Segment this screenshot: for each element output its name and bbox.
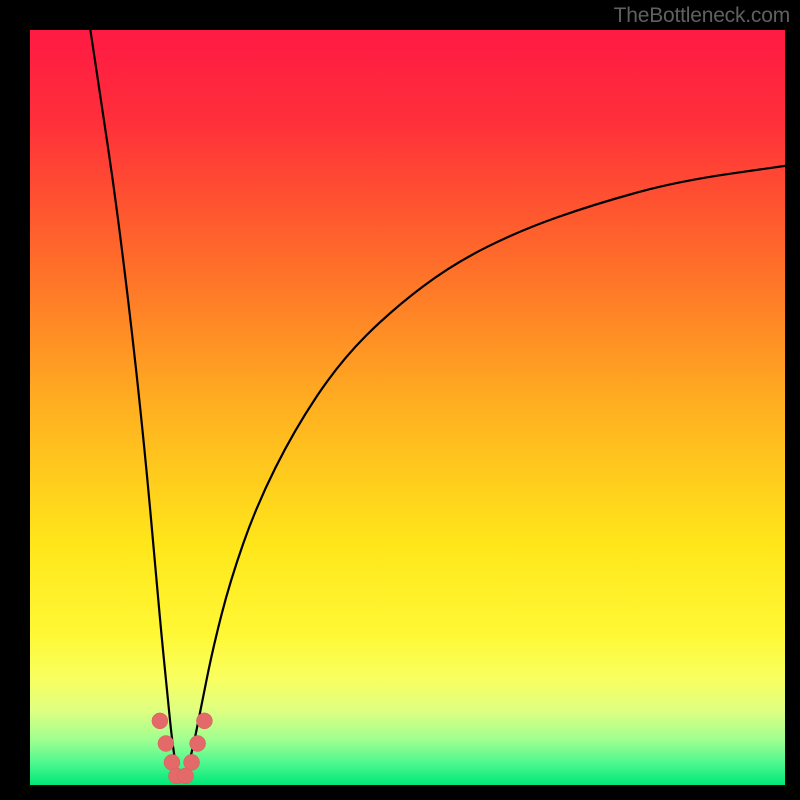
data-marker	[190, 735, 206, 751]
bottleneck-chart	[0, 0, 800, 800]
plot-gradient-background	[30, 30, 785, 785]
data-marker	[158, 735, 174, 751]
data-marker	[184, 754, 200, 770]
data-marker	[152, 713, 168, 729]
chart-container: TheBottleneck.com	[0, 0, 800, 800]
watermark-text: TheBottleneck.com	[614, 4, 790, 28]
data-marker	[196, 713, 212, 729]
